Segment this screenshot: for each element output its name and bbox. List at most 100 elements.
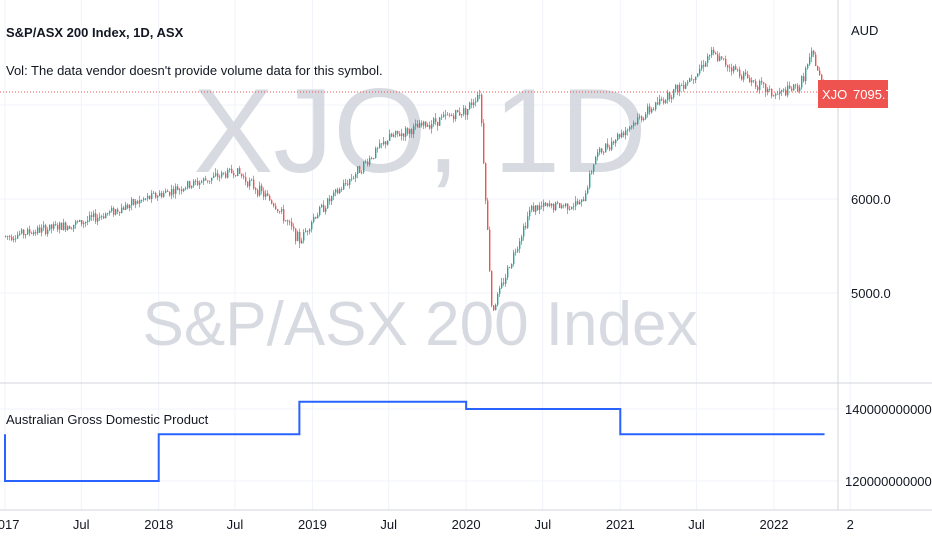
candle-body xyxy=(243,176,245,178)
candle-body xyxy=(483,123,485,164)
candle-body xyxy=(267,193,269,196)
candle-body xyxy=(705,62,707,67)
candle-body xyxy=(399,133,401,137)
candle-body xyxy=(649,106,651,113)
candle-body xyxy=(813,50,815,55)
candle-body xyxy=(617,134,619,140)
candle-body xyxy=(201,181,203,183)
price-axis[interactable]: 5000.0 6000.0 xyxy=(851,192,891,301)
candle-body xyxy=(265,193,267,197)
candle-body xyxy=(681,84,683,86)
candle-body xyxy=(671,97,673,99)
gdp-axis[interactable]: 1400000000000.0 1200000000000.0 xyxy=(845,402,932,489)
candle-body xyxy=(547,203,549,206)
candle-body xyxy=(637,117,639,125)
gdp-step-line[interactable] xyxy=(4,400,825,482)
candle-body xyxy=(477,94,479,102)
candle-body xyxy=(821,74,823,83)
candle-body xyxy=(753,80,755,82)
candle-body xyxy=(45,225,47,235)
candle-body xyxy=(789,85,791,89)
candle-body xyxy=(365,161,367,163)
candle-body xyxy=(731,67,733,72)
candle-body xyxy=(497,293,499,305)
candle-body xyxy=(809,57,811,65)
candle-body xyxy=(781,90,783,92)
candle-body xyxy=(469,102,471,109)
candle-body xyxy=(417,123,419,128)
candle-body xyxy=(709,55,711,57)
candle-body xyxy=(11,236,13,240)
candle-body xyxy=(549,203,551,206)
candle-body xyxy=(173,188,175,194)
candle-body xyxy=(141,200,143,201)
candle-body xyxy=(685,83,687,89)
candle-body xyxy=(149,195,151,200)
candle-body xyxy=(269,195,271,201)
candle-body xyxy=(361,172,363,174)
candle-body xyxy=(791,88,793,91)
candle-body xyxy=(101,216,103,218)
candle-body xyxy=(583,199,585,202)
candle-body xyxy=(145,198,147,200)
candle-body xyxy=(481,94,483,124)
candle-body xyxy=(357,166,359,175)
candle-body xyxy=(639,116,641,118)
candle-body xyxy=(129,205,131,209)
candle-body xyxy=(259,185,261,196)
candle-body xyxy=(33,232,35,234)
candle-body xyxy=(435,118,437,122)
candle-body xyxy=(133,199,135,205)
candle-body xyxy=(7,236,9,237)
candle-body xyxy=(499,287,501,294)
candle-body xyxy=(723,58,725,60)
time-axis[interactable]: 2017 Jul 2018 Jul 2019 Jul 2020 Jul 2021 Jul 2022 2 xyxy=(0,517,854,532)
candle-body xyxy=(277,209,279,212)
candle-body xyxy=(9,236,11,237)
candle-body xyxy=(205,178,207,181)
candle-body xyxy=(249,180,251,187)
candle-body xyxy=(675,84,677,90)
candle-body xyxy=(51,224,53,229)
candle-body xyxy=(455,110,457,120)
candle-body xyxy=(559,203,561,208)
candle-body xyxy=(539,205,541,210)
candle-body xyxy=(613,141,615,144)
candle-body xyxy=(553,204,555,211)
candles[interactable] xyxy=(5,46,825,312)
candle-body xyxy=(397,130,399,134)
watermark-name: S&P/ASX 200 Index xyxy=(143,290,698,359)
candle-body xyxy=(505,277,507,284)
candle-body xyxy=(489,229,491,271)
candle-body xyxy=(631,125,633,128)
candle-body xyxy=(185,188,187,189)
candle-body xyxy=(443,114,445,117)
candle-body xyxy=(121,207,123,213)
candle-body xyxy=(651,109,653,113)
gdp-tick-label: 1400000000000.0 xyxy=(845,402,932,417)
candle-body xyxy=(557,202,559,204)
candle-body xyxy=(441,116,443,118)
candle-body xyxy=(569,209,571,210)
candle-body xyxy=(279,211,281,212)
candle-body xyxy=(467,108,469,115)
candle-body xyxy=(463,108,465,115)
candle-body xyxy=(471,102,473,106)
candle-body xyxy=(293,226,295,229)
candle-body xyxy=(183,188,185,192)
candle-body xyxy=(795,84,797,86)
candle-body xyxy=(527,216,529,228)
candle-body xyxy=(395,130,397,135)
candle-body xyxy=(511,263,513,268)
candle-body xyxy=(163,192,165,197)
candle-body xyxy=(683,84,685,89)
candle-body xyxy=(341,189,343,190)
candle-body xyxy=(627,129,629,131)
candle-body xyxy=(83,223,85,225)
candle-body xyxy=(529,210,531,217)
gdp-tick-label: 1200000000000.0 xyxy=(845,474,932,489)
candle-body xyxy=(567,203,569,210)
candle-body xyxy=(179,189,181,191)
candle-body xyxy=(171,188,173,196)
